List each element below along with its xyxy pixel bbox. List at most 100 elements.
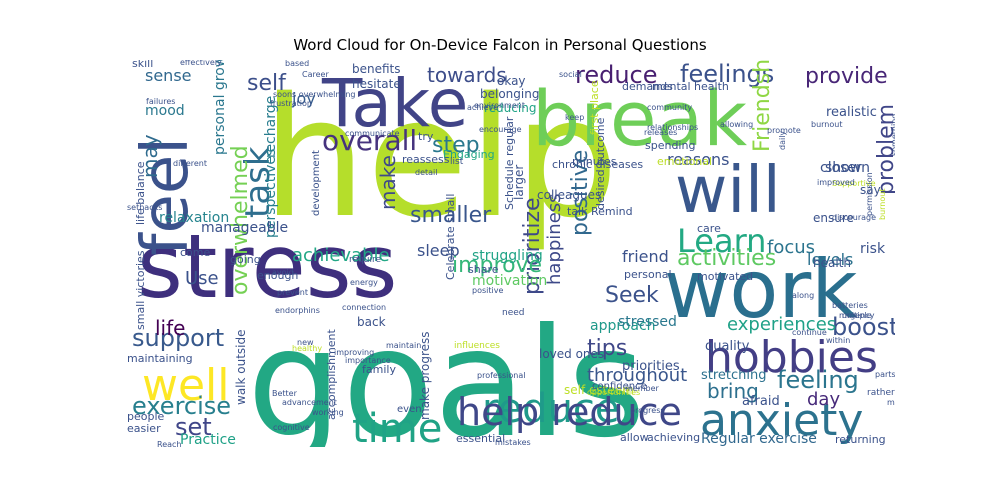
word-loved-ones: loved ones	[539, 347, 604, 361]
word-take: Take	[321, 65, 468, 142]
word-multiple: multiple	[839, 311, 872, 320]
word-struggling: struggling	[472, 248, 543, 264]
word-towards: towards	[427, 63, 507, 87]
word-reduce: reduce	[482, 386, 620, 432]
word-member: member	[625, 384, 660, 393]
word-larger: larger	[512, 165, 526, 200]
word-throughout: throughout	[587, 365, 687, 386]
word-professional: professional	[477, 371, 525, 380]
word-support: support	[132, 324, 224, 352]
word-enough: enough	[257, 269, 298, 282]
word-overwhelmed: overwhelmed	[228, 145, 253, 295]
word-focus: focus	[767, 237, 815, 258]
word-reasons: reasons	[667, 150, 729, 169]
word-skill: skill	[132, 60, 153, 70]
word-failures: failures	[146, 97, 175, 106]
word-development: development	[311, 150, 322, 216]
word-permission: permission	[865, 172, 874, 216]
word-burnout: burnout	[811, 120, 842, 129]
word-new: new	[297, 338, 314, 347]
word-even: even	[397, 404, 422, 415]
word-sleep: sleep	[417, 241, 460, 260]
word-stressed: stressed	[618, 314, 677, 330]
word-anxiety: anxiety	[700, 395, 863, 446]
word-help: help	[262, 62, 619, 254]
word-recharge: recharge	[263, 96, 279, 158]
word-life-balance: life balance	[134, 161, 147, 225]
word-approach: approach	[590, 318, 656, 334]
word-make-progress: make progress	[418, 331, 432, 420]
word-self-esteem: self esteem	[564, 383, 634, 397]
word-releases: releases	[644, 128, 677, 137]
word-hobbies: hobbies	[705, 332, 878, 383]
word-avoid: avoid	[272, 268, 294, 277]
word-motivation: motivation	[472, 273, 547, 289]
word-talk-remind: talk Remind	[567, 205, 633, 218]
word-prioritize: prioritize	[520, 197, 545, 295]
word-need: need	[502, 308, 525, 318]
word-continue: continue	[792, 328, 827, 337]
word-afraid: afraid	[742, 394, 780, 409]
word-list: list	[450, 157, 464, 167]
word-influences: influences	[454, 341, 500, 351]
word-shown: shown	[825, 160, 870, 176]
word-time: time	[352, 406, 442, 447]
word-career: Career	[302, 70, 329, 79]
word-belonging: belonging	[480, 87, 539, 101]
word-benefits: benefits	[352, 62, 401, 76]
word-mind: mind	[887, 398, 895, 407]
word-feel: feel	[129, 137, 203, 256]
word-task: task	[238, 146, 278, 218]
word-learn: Learn	[677, 222, 766, 260]
word-achievable: achievable	[292, 245, 390, 266]
word-risk: risk	[860, 241, 886, 257]
word-progress: progress	[630, 406, 665, 415]
word-bring: bring	[707, 379, 759, 403]
word-perspectives: perspectives	[263, 149, 279, 238]
word-personal-growth: personal growth	[212, 60, 228, 155]
word-something: something	[890, 114, 895, 156]
word-regular-exercise: Regular exercise	[701, 431, 817, 447]
word-stress: stress	[137, 215, 397, 318]
word-improve: improve	[452, 253, 542, 278]
word-priorities: priorities	[622, 359, 680, 374]
word-try: try	[418, 130, 434, 143]
word-different: different	[173, 159, 207, 168]
word-activities: activities	[677, 246, 776, 271]
word-along: along	[792, 291, 814, 300]
word-allow: allow	[620, 431, 649, 444]
word-people: people	[127, 410, 165, 423]
word-levels: levels	[807, 250, 853, 269]
word-exercise: exercise	[132, 392, 231, 420]
word-engaging: Engaging	[443, 148, 495, 161]
word-environment: environment	[474, 101, 525, 110]
word-chronic-diseases: chronic diseases	[552, 158, 643, 171]
word-communicate: communicate	[345, 129, 400, 138]
word-celebrate-small: Celebrate small	[444, 194, 457, 280]
word-daily: daily	[778, 131, 787, 150]
word-reassess: reassess	[402, 153, 450, 166]
word-endorphins: endorphins	[275, 306, 320, 315]
word-soons-overwhelming: soons overwhelming	[273, 90, 356, 99]
word-opportunities: opportunities	[587, 388, 640, 397]
word-realistic: realistic	[826, 105, 877, 120]
word-set: set	[175, 413, 212, 441]
word-encourage: encourage	[479, 125, 522, 134]
word-step: step	[432, 133, 480, 158]
word-make: make	[376, 155, 400, 210]
word-care: care	[697, 222, 721, 235]
word-within: within	[826, 336, 850, 345]
word-reduce: reduce	[575, 61, 658, 89]
word-spending: spending	[645, 139, 695, 152]
word-mood: mood	[145, 103, 185, 119]
word-manageable: manageable	[201, 220, 288, 236]
word-returning: returning	[835, 433, 886, 446]
word-day: day	[807, 389, 840, 410]
word-importance: importance	[345, 356, 391, 365]
word-problem: problem	[874, 104, 895, 195]
word-come: come	[180, 246, 210, 259]
word-maintain: maintain	[386, 341, 421, 350]
word-friend: friend	[622, 247, 669, 266]
word-effectively: effectively	[180, 60, 222, 67]
word-small-victories: small victories	[134, 250, 147, 330]
